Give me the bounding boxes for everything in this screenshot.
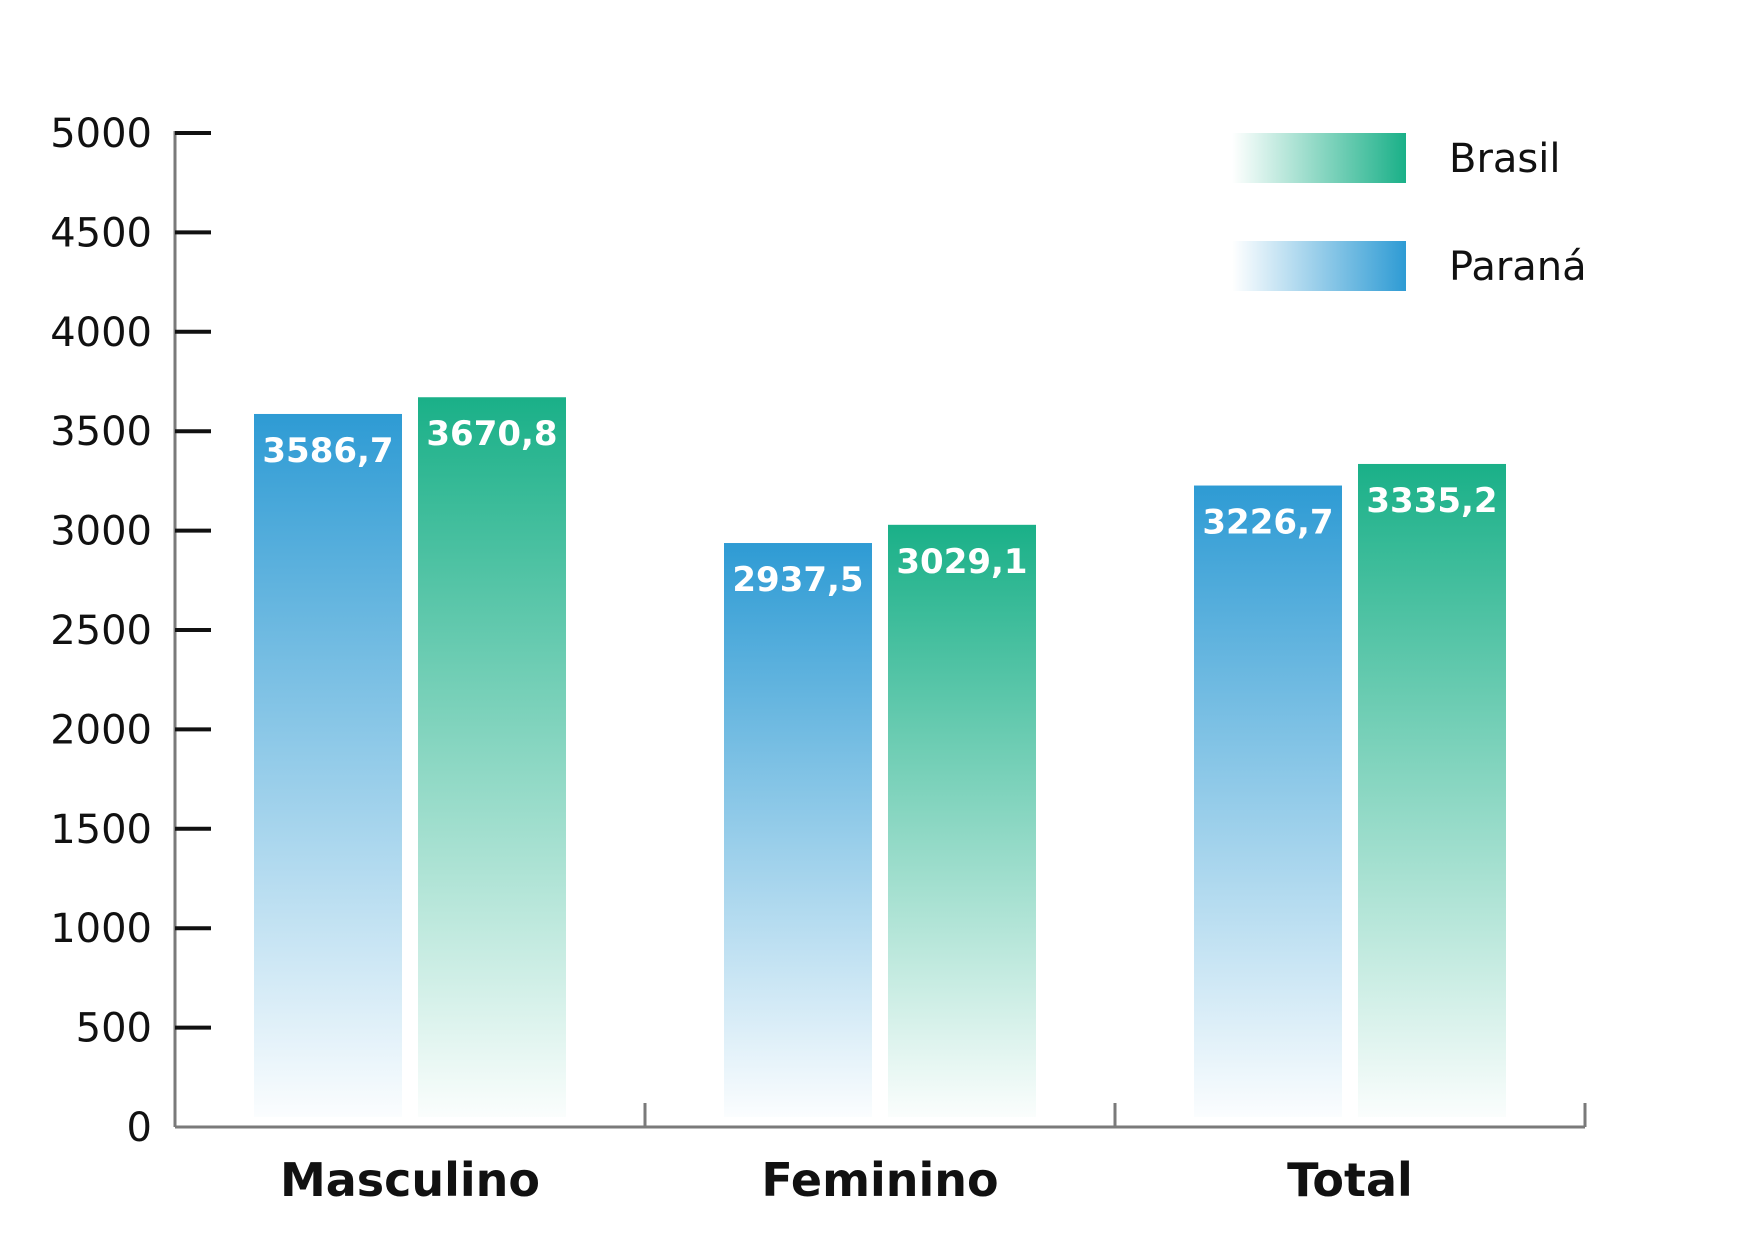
axes: 0 500 1000 1500 2000 2500 3000 3500 4000 4500 5000… bbox=[50, 111, 1587, 1207]
y-tick-label: 2500 bbox=[50, 608, 152, 654]
bar-feminino-series-2 bbox=[888, 524, 1036, 1117]
x-category-label: Feminino bbox=[761, 1153, 998, 1207]
legend-label: Paraná bbox=[1449, 244, 1587, 290]
y-tick-label: 3500 bbox=[50, 409, 152, 455]
bar-masculino-series-2 bbox=[418, 397, 566, 1117]
bar-total-series-2 bbox=[1358, 463, 1506, 1117]
y-tick-label: 5000 bbox=[50, 111, 152, 157]
legend: Brasil Paraná bbox=[1232, 133, 1587, 291]
bar-feminino-series-1 bbox=[724, 543, 872, 1117]
legend-label: Brasil bbox=[1449, 136, 1560, 182]
y-tick-label: 1500 bbox=[50, 807, 152, 853]
y-tick-label: 4000 bbox=[50, 310, 152, 356]
data-label: 3029,1 bbox=[896, 542, 1027, 582]
y-tick-label: 3000 bbox=[50, 509, 152, 555]
data-label: 3586,7 bbox=[262, 431, 393, 471]
y-tick-label: 2000 bbox=[50, 707, 152, 753]
x-category-label: Masculino bbox=[280, 1153, 540, 1207]
data-label: 3226,7 bbox=[1202, 503, 1333, 543]
y-tick-label: 4500 bbox=[50, 210, 152, 256]
y-tick-label: 1000 bbox=[50, 906, 152, 952]
data-label: 3670,8 bbox=[426, 414, 557, 454]
y-tick-label: 500 bbox=[76, 1006, 152, 1052]
data-label: 2937,5 bbox=[732, 560, 863, 600]
x-category-label: Total bbox=[1287, 1153, 1413, 1207]
legend-swatch bbox=[1232, 133, 1406, 183]
legend-swatch bbox=[1232, 241, 1406, 291]
bar-total-series-1 bbox=[1194, 485, 1342, 1117]
bars: 3586,7 3670,8 2937,5 3029,1 3226,7 3335,2 bbox=[254, 397, 1506, 1117]
data-label: 3335,2 bbox=[1366, 481, 1497, 521]
bar-masculino-series-1 bbox=[254, 413, 402, 1117]
y-tick-label: 0 bbox=[127, 1105, 152, 1151]
